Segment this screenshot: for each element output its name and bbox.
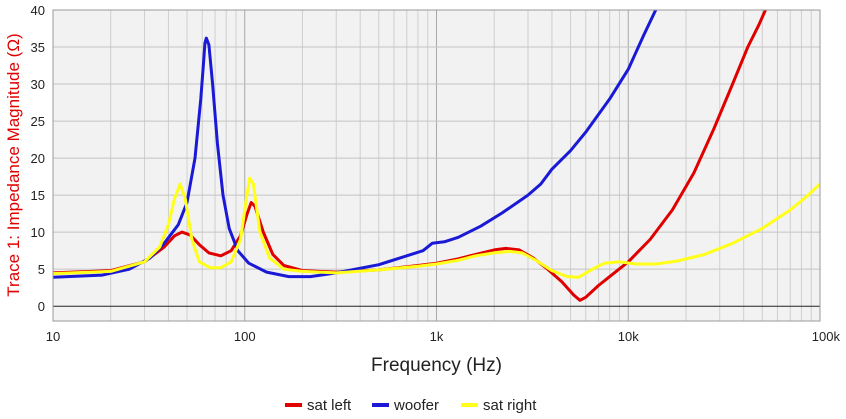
y-tick-label: 20: [31, 151, 45, 166]
series-line-sat-right: [53, 176, 820, 279]
y-axis-title: Trace 1: Impedance Magnitude (Ω): [4, 33, 23, 296]
y-tick-label: 30: [31, 77, 45, 92]
legend-label: sat right: [483, 397, 537, 414]
x-tick-label: 10k: [618, 329, 639, 344]
y-tick-label: 25: [31, 114, 45, 129]
series-line-woofer: [53, 10, 658, 279]
x-tick-label: 1k: [430, 329, 444, 344]
y-tick-label: 15: [31, 188, 45, 203]
plot-frame: [52, 9, 821, 322]
y-tick-label: 40: [31, 3, 45, 18]
y-tick-label: 10: [31, 225, 45, 240]
x-tick-label: 10: [46, 329, 60, 344]
data-series: [53, 10, 820, 302]
axis-ticks: 0 5 10 15 20 25 30 35 40 10 100 1k 10k 100k: [31, 3, 841, 344]
legend-label: woofer: [393, 397, 439, 414]
x-tick-label: 100k: [812, 329, 841, 344]
y-tick-label: 5: [38, 262, 45, 277]
x-axis-title: Frequency (Hz): [371, 355, 502, 376]
y-tick-label: 0: [38, 299, 45, 314]
legend: sat left woofer sat right: [285, 397, 537, 414]
legend-label: sat left: [307, 397, 352, 414]
x-tick-label: 100: [234, 329, 256, 344]
y-tick-label: 35: [31, 40, 45, 55]
